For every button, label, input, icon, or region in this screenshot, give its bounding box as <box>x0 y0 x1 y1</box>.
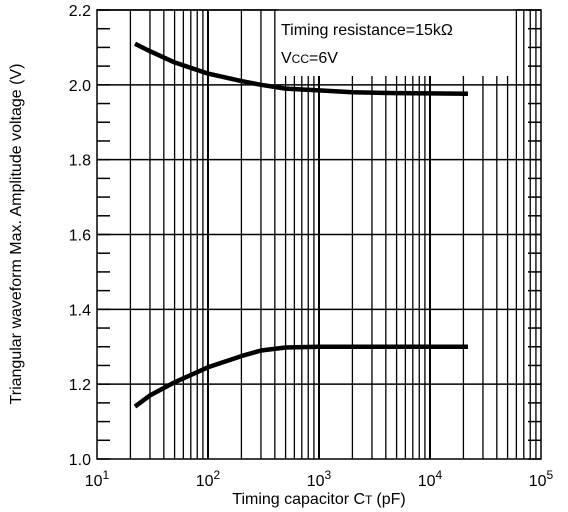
annotation-vcc-main: V <box>281 50 292 67</box>
annotation-vcc-rest: =6V <box>309 50 338 67</box>
annotation-timing-resistance: Timing resistance=15kΩ <box>281 22 453 39</box>
plot-frame <box>96 9 542 460</box>
series-line-1 <box>133 41 469 97</box>
grid-lines <box>97 9 541 459</box>
annotation-vcc-sub: CC <box>292 52 310 66</box>
y-tick-label: 1.6 <box>69 228 91 245</box>
y-tick-label: 1.2 <box>69 377 91 394</box>
x-axis-label-sub: T <box>365 493 373 507</box>
y-tick-labels: 1.0 1.2 1.4 1.6 1.8 2.0 2.2 <box>69 3 91 469</box>
x-tick-base: 10 <box>529 473 547 490</box>
y-tick-label: 1.4 <box>69 302 91 319</box>
x-tick-exponent: 1 <box>103 468 110 482</box>
y-tick-label: 1.0 <box>69 452 91 469</box>
x-axis-label-main: Timing capacitor C <box>232 491 365 508</box>
y-tick-label: 1.8 <box>69 153 91 170</box>
annotation-box <box>277 8 515 76</box>
x-tick-base: 10 <box>418 473 436 490</box>
x-tick-label: 101 <box>85 468 110 490</box>
y-axis-label: Triangular waveform Max. Amplitude volta… <box>8 64 25 405</box>
series-group <box>133 41 469 409</box>
series-line-2 <box>133 344 468 409</box>
x-axis-label: Timing capacitor CT (pF) <box>232 491 405 508</box>
x-tick-exponent: 4 <box>436 468 443 482</box>
x-tick-base: 10 <box>85 473 103 490</box>
x-tick-base: 10 <box>307 473 325 490</box>
x-tick-label: 102 <box>196 468 221 490</box>
x-tick-label: 105 <box>529 468 554 490</box>
x-tick-exponent: 5 <box>547 468 554 482</box>
y-tick-label: 2.0 <box>69 78 91 95</box>
annotation-vcc: VCC=6V <box>281 50 338 67</box>
x-tick-exponent: 2 <box>214 468 221 482</box>
x-tick-label: 104 <box>418 468 443 490</box>
x-tick-exponent: 3 <box>325 468 332 482</box>
x-tick-base: 10 <box>196 473 214 490</box>
x-tick-label: 103 <box>307 468 332 490</box>
x-tick-labels: 101 102 103 104 105 <box>85 468 554 490</box>
y-tick-label: 2.2 <box>69 3 91 20</box>
axis-ticks <box>97 9 541 460</box>
x-axis-label-unit: (pF) <box>376 491 405 508</box>
